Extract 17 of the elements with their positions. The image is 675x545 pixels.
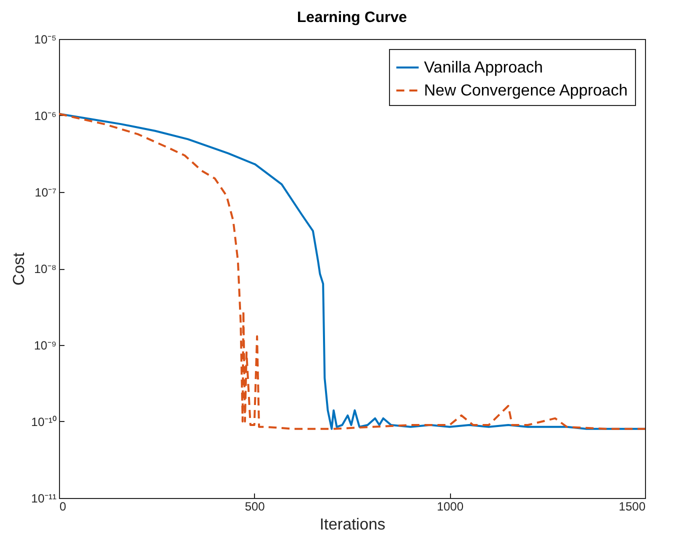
y-tick-label: 10⁻⁷: [34, 186, 56, 200]
x-axis-title: Iterations: [320, 516, 386, 534]
line-series: [59, 112, 645, 430]
y-tick-label: 10⁻¹¹: [31, 492, 56, 506]
x-tick-label: 1000: [436, 500, 464, 514]
chart-title: Learning Curve: [296, 9, 408, 26]
legend-label: Vanilla Approach: [424, 60, 543, 76]
legend-label: New Convergence Approach: [424, 82, 628, 100]
x-tick-label: 0: [60, 500, 66, 514]
x-tick-label: 500: [244, 500, 266, 514]
y-tick-label: 10⁻⁹: [34, 338, 56, 352]
y-tick-label: 10⁻⁸: [34, 262, 56, 276]
y-tick-label: 10⁻⁶: [34, 109, 57, 123]
y-axis-title: Cost: [11, 252, 28, 286]
y-tick-label: 10⁻¹⁰: [31, 415, 56, 429]
y-tick-label: 10⁻⁵: [34, 32, 57, 46]
x-tick-label: 1500: [618, 500, 646, 514]
